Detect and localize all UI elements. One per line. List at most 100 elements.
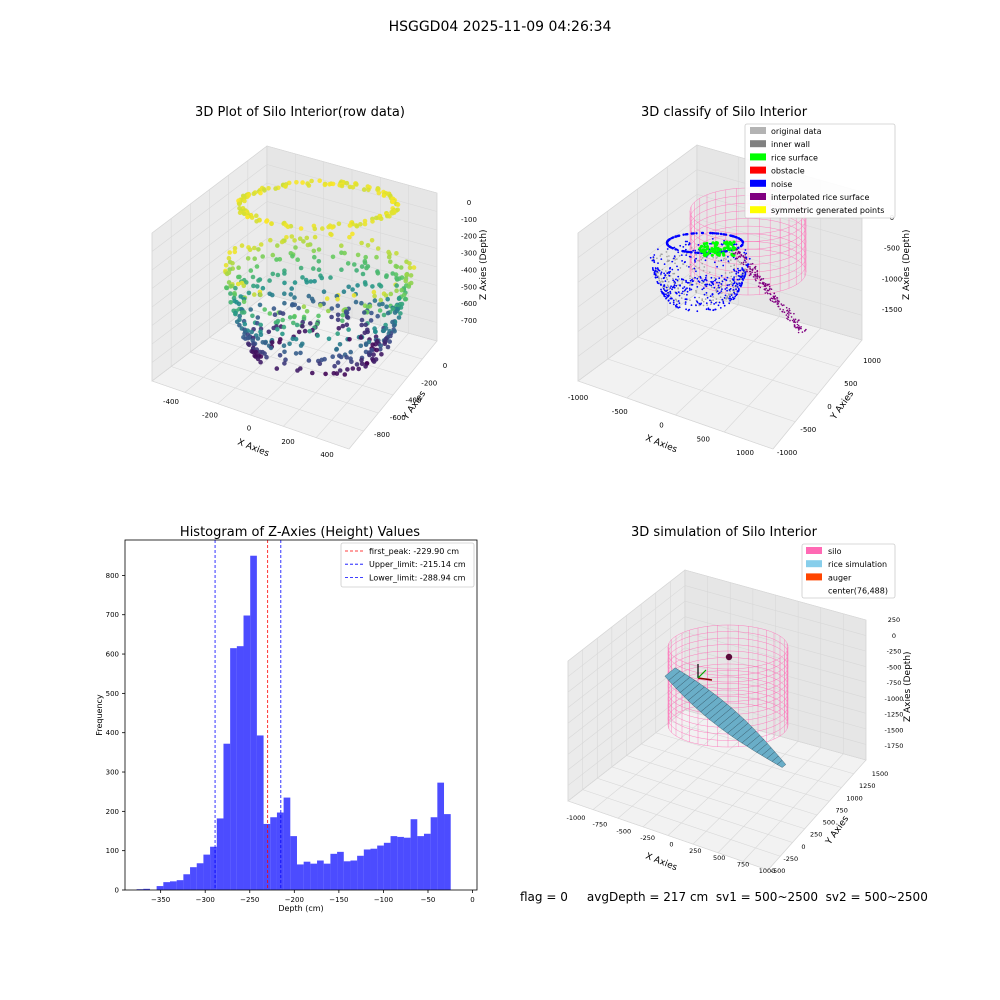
classify-z-tick: -500 — [884, 245, 900, 253]
raw-point — [385, 296, 391, 302]
classify-point-noise — [736, 286, 739, 288]
raw-point — [377, 302, 382, 307]
raw-point — [289, 286, 295, 291]
classify-point-noise — [663, 263, 666, 265]
raw-point — [381, 193, 387, 198]
classify-point-noise — [677, 306, 680, 309]
classify-point-interpolated — [798, 326, 801, 328]
classify-point-original — [666, 278, 669, 281]
raw-point — [335, 303, 341, 309]
classify-point-interpolated — [737, 256, 740, 258]
classify-point-original — [691, 268, 694, 270]
raw-point — [295, 257, 301, 263]
classify-point-original — [731, 251, 734, 253]
grid-line — [266, 256, 438, 305]
classify-point-noise — [663, 272, 665, 275]
classify-point-original — [729, 280, 731, 283]
classify-point-interpolated — [773, 292, 775, 295]
grid-line — [266, 219, 438, 268]
classify-point-original — [702, 300, 705, 303]
classify-point-noise — [654, 269, 657, 272]
classify-point-original — [656, 257, 658, 260]
raw-point — [246, 342, 252, 348]
classify-point-interpolated — [744, 253, 747, 256]
raw-point — [275, 243, 280, 248]
classify-point-noise — [675, 292, 678, 295]
raw-point — [266, 186, 271, 191]
raw-point — [237, 210, 243, 215]
classify-point-original — [659, 255, 662, 257]
raw-point — [348, 349, 354, 355]
classify-point-noise — [686, 240, 688, 243]
hist-bar — [156, 886, 164, 890]
classify-point-interpolated — [759, 286, 762, 289]
classify-point-noise — [736, 283, 739, 286]
classify-point-noise — [664, 280, 667, 282]
classify-point-interpolated — [762, 281, 764, 284]
raw-point — [396, 315, 402, 320]
classify-point-noise — [694, 276, 696, 279]
raw-point — [260, 254, 266, 259]
classify-point-noise — [738, 278, 741, 281]
classify-point-interpolated — [745, 258, 748, 260]
classify-point-interpolated — [738, 255, 741, 258]
raw-y-tick: -600 — [390, 414, 406, 422]
classify-x-tick: 1000 — [736, 449, 754, 457]
classify-point-rice — [703, 250, 707, 255]
raw-point — [228, 300, 233, 305]
classify-point-original — [704, 298, 707, 300]
classify-point-noise — [727, 255, 729, 258]
hist-y-tick-label: 100 — [106, 847, 119, 855]
raw-x-tick: 0 — [247, 425, 251, 433]
raw-point — [326, 308, 331, 314]
classify-point-noise — [669, 292, 672, 294]
raw-point — [330, 254, 336, 260]
raw-point — [293, 336, 299, 342]
classify-point-noise — [696, 286, 699, 288]
raw-point — [359, 264, 365, 269]
classify-point-original — [689, 275, 691, 277]
classify-point-noise — [729, 287, 732, 290]
grid-line — [684, 569, 867, 621]
raw-point — [324, 296, 330, 301]
classify-point-noise — [652, 268, 654, 270]
classify-point-noise — [736, 278, 739, 281]
classify-point-noise — [683, 286, 686, 288]
raw-point — [335, 317, 341, 323]
hist-bar — [417, 836, 424, 890]
raw-z-tick: -200 — [461, 233, 477, 241]
classify-point-noise — [686, 281, 689, 284]
raw-point — [290, 253, 295, 259]
classify-point-noise — [739, 269, 742, 272]
grid-line — [567, 663, 686, 755]
raw-point — [310, 370, 315, 376]
raw-title: 3D Plot of Silo Interior(row data) — [195, 105, 405, 120]
classify-point-noise — [664, 295, 666, 298]
sim-z-tick: 0 — [892, 632, 896, 640]
sim-z-tick: -750 — [887, 679, 902, 687]
grid-line — [577, 380, 774, 450]
classify-point-interpolated — [751, 262, 754, 265]
classify-point-noise — [665, 293, 667, 296]
classify-point-interpolated — [766, 289, 769, 292]
raw-point — [285, 224, 291, 230]
raw-point — [399, 287, 405, 293]
classify-point-noise — [732, 289, 735, 291]
grid-line — [567, 694, 686, 786]
classify-point-original — [683, 293, 685, 296]
raw-point — [282, 349, 287, 355]
grid-line — [209, 337, 394, 396]
raw-z-label: Z Axies (Depth) — [479, 229, 489, 300]
raw-point — [274, 257, 279, 262]
raw-y-tick: -400 — [406, 397, 422, 405]
raw-point — [269, 221, 274, 227]
raw-point — [363, 282, 368, 287]
classify-point-interpolated — [759, 282, 762, 284]
classify-legend-swatch — [750, 127, 766, 134]
hist-bar — [390, 836, 398, 890]
raw-point — [327, 182, 332, 187]
raw-z-tick: -100 — [461, 216, 477, 224]
classify-point-original — [682, 263, 685, 265]
classify-point-noise — [725, 250, 728, 253]
raw-x-label: X Axies — [236, 438, 271, 460]
